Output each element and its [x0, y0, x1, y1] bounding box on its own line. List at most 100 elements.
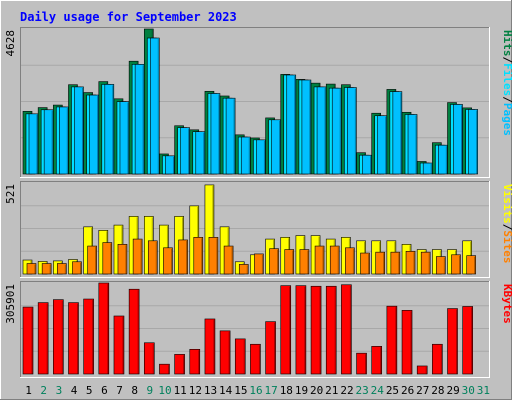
legend-separator: / — [501, 57, 512, 64]
day-label: 24 — [371, 384, 385, 397]
bar-kbytes — [68, 302, 79, 375]
bar-kbytes — [83, 298, 94, 375]
day-label: 14 — [219, 384, 233, 397]
panel-kbytes: 305901 KBytes — [4, 281, 512, 378]
bar-sites — [466, 255, 476, 275]
bar-kbytes — [204, 318, 216, 375]
bar-sites — [102, 242, 113, 275]
chart-title: Daily usage for September 2023 — [20, 10, 237, 24]
day-label: 30 — [462, 384, 475, 397]
bar-kbytes — [416, 365, 428, 375]
bar-sites — [117, 244, 128, 275]
legend: KBytes — [501, 284, 512, 324]
bar-sites — [329, 245, 340, 275]
day-label: 23 — [356, 384, 369, 397]
bar-sites — [57, 263, 67, 275]
legend-separator: / — [501, 224, 512, 231]
day-label: 5 — [86, 384, 93, 397]
bar-pages — [407, 114, 418, 175]
bar-kbytes — [356, 352, 367, 375]
day-label: 13 — [204, 384, 217, 397]
y-max-label: 305901 — [4, 284, 17, 324]
legend-entry-sites: Sites — [501, 230, 512, 263]
bar-sites — [178, 239, 188, 275]
bar-sites — [26, 263, 37, 275]
bar-sites — [208, 237, 219, 275]
bar-sites — [238, 264, 249, 275]
day-label: 19 — [295, 384, 308, 397]
bar-sites — [299, 249, 310, 275]
day-labels: 1 2 3 4 5 6 7 8 9 10 11 12 13 14 15 16 17 18 19 20 21 22 23 24 2… — [25, 384, 490, 397]
day-label: 22 — [340, 384, 353, 397]
day-label: 12 — [189, 384, 202, 397]
day-label: 9 — [147, 384, 154, 397]
legend-entry-kbytes: KBytes — [501, 284, 512, 324]
bar-kbytes — [98, 282, 110, 375]
bar-kbytes — [401, 310, 413, 375]
legend-separator: / — [501, 96, 512, 103]
bar-kbytes — [295, 285, 307, 375]
bar-sites — [87, 245, 97, 275]
y-max-label: 521 — [4, 184, 17, 204]
bar-sites — [436, 256, 446, 275]
day-label: 10 — [158, 384, 171, 397]
legend-entry-hits: Hits — [501, 30, 512, 57]
bar-sites — [345, 247, 355, 275]
legend: Hits/Files/Pages — [501, 30, 512, 136]
bar-sites — [147, 240, 158, 275]
bar-kbytes — [250, 343, 261, 375]
day-label: 2 — [40, 384, 47, 397]
day-label: 29 — [446, 384, 459, 397]
day-label: 20 — [310, 384, 323, 397]
bar-kbytes — [265, 321, 276, 375]
day-label: 1 — [25, 384, 32, 397]
bar-kbytes — [310, 285, 322, 375]
day-label: 27 — [416, 384, 429, 397]
legend-entry-pages: Pages — [501, 103, 512, 136]
bar-sites — [72, 261, 82, 275]
day-label: 25 — [386, 384, 399, 397]
day-label: 18 — [280, 384, 293, 397]
bar-sites — [41, 263, 52, 275]
bar-sites — [269, 248, 279, 275]
bar-pages — [149, 37, 160, 175]
bar-sites — [405, 250, 416, 275]
bar-kbytes — [174, 354, 185, 375]
bar-sites — [360, 252, 370, 275]
bar-kbytes — [447, 308, 458, 375]
bar-kbytes — [159, 363, 170, 375]
bar-sites — [375, 251, 386, 275]
day-label: 8 — [131, 384, 138, 397]
bar-pages — [468, 109, 478, 175]
bar-sites — [390, 251, 401, 275]
bar-sites — [193, 237, 204, 275]
bar-sites — [223, 245, 234, 275]
bar-kbytes — [432, 343, 443, 375]
bar-sites — [163, 247, 173, 275]
bar-kbytes — [325, 285, 337, 375]
day-label: 26 — [401, 384, 414, 397]
bar-sites — [420, 251, 431, 275]
y-max-label: 4628 — [4, 30, 17, 57]
day-label: 21 — [325, 384, 338, 397]
bar-kbytes — [128, 288, 140, 375]
bar-kbytes — [234, 338, 246, 375]
bar-kbytes — [462, 306, 473, 375]
bar-pages — [347, 87, 357, 175]
legend: Visits/Sites — [501, 184, 512, 264]
bar-sites — [254, 253, 264, 275]
chart-panels: 4628Hits/Files/Pages521Visits/Sites30590… — [4, 27, 512, 378]
bar-sites — [451, 254, 461, 275]
bar-kbytes — [113, 315, 125, 375]
day-label: 3 — [56, 384, 63, 397]
bar-kbytes — [37, 302, 49, 375]
day-label: 16 — [249, 384, 262, 397]
legend-entry-files: Files — [501, 63, 512, 96]
bar-kbytes — [386, 305, 398, 375]
day-label: 31 — [477, 384, 490, 397]
bar-kbytes — [371, 346, 383, 375]
panel-visits-sites: 521 Visits/Sites — [4, 181, 512, 278]
bar-kbytes — [219, 330, 231, 375]
